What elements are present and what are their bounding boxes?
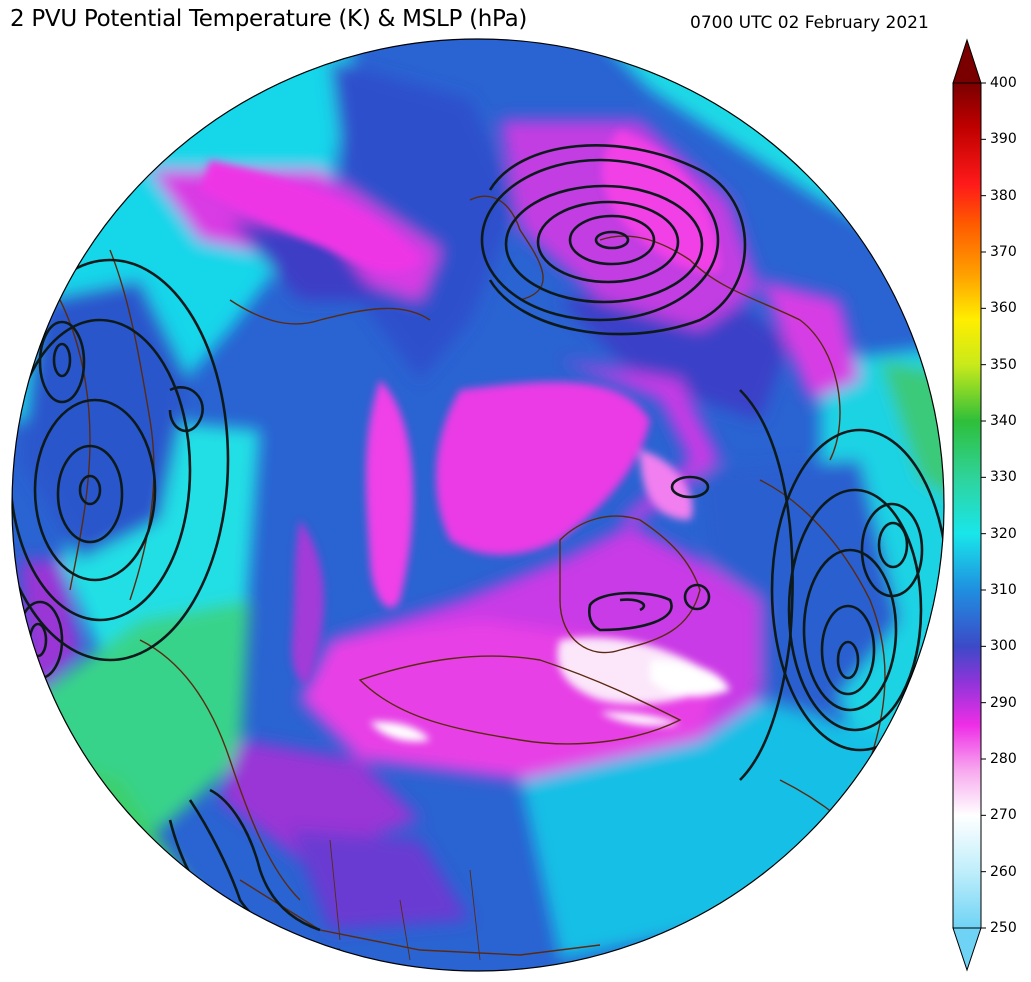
colorbar-tick-label: 370 bbox=[990, 244, 1017, 260]
colorbar-tick-label: 330 bbox=[990, 469, 1017, 486]
colorbar-tick-label: 390 bbox=[990, 131, 1017, 148]
colorbar-tick-label: 360 bbox=[990, 300, 1017, 317]
coastlines bbox=[59, 195, 886, 961]
colorbar-tick-label: 340 bbox=[990, 413, 1017, 429]
colorbar bbox=[952, 38, 986, 972]
colorbar-extend-min bbox=[952, 927, 982, 972]
colorbar-labels: 400 390 380 370 360 350 340 330 320 310 300 290 280 2… bbox=[990, 0, 1030, 982]
globe-edge bbox=[11, 38, 945, 972]
colorbar-tick-label: 260 bbox=[990, 863, 1017, 880]
colorbar-tick-label: 350 bbox=[990, 356, 1017, 373]
colorbar-tick-label: 380 bbox=[990, 187, 1017, 204]
mslp-isobars bbox=[12, 144, 944, 952]
colorbar-extend-max bbox=[952, 38, 982, 84]
colorbar-tick-label: 320 bbox=[990, 525, 1017, 542]
colorbar-tick-label: 290 bbox=[990, 694, 1017, 711]
potential-temperature-field bbox=[12, 39, 944, 971]
colorbar-tick-label: 250 bbox=[990, 920, 1017, 936]
colorbar-scale bbox=[952, 82, 982, 929]
colorbar-tick-label: 270 bbox=[990, 807, 1017, 824]
colorbar-tick-label: 280 bbox=[990, 751, 1017, 767]
valid-time: 0700 UTC 02 February 2021 bbox=[690, 13, 929, 33]
colorbar-tick-label: 310 bbox=[990, 582, 1017, 598]
map-title: 2 PVU Potential Temperature (K) & MSLP (… bbox=[10, 6, 528, 32]
colorbar-tick-label: 400 bbox=[990, 75, 1017, 91]
colorbar-tick-label: 300 bbox=[990, 638, 1017, 655]
